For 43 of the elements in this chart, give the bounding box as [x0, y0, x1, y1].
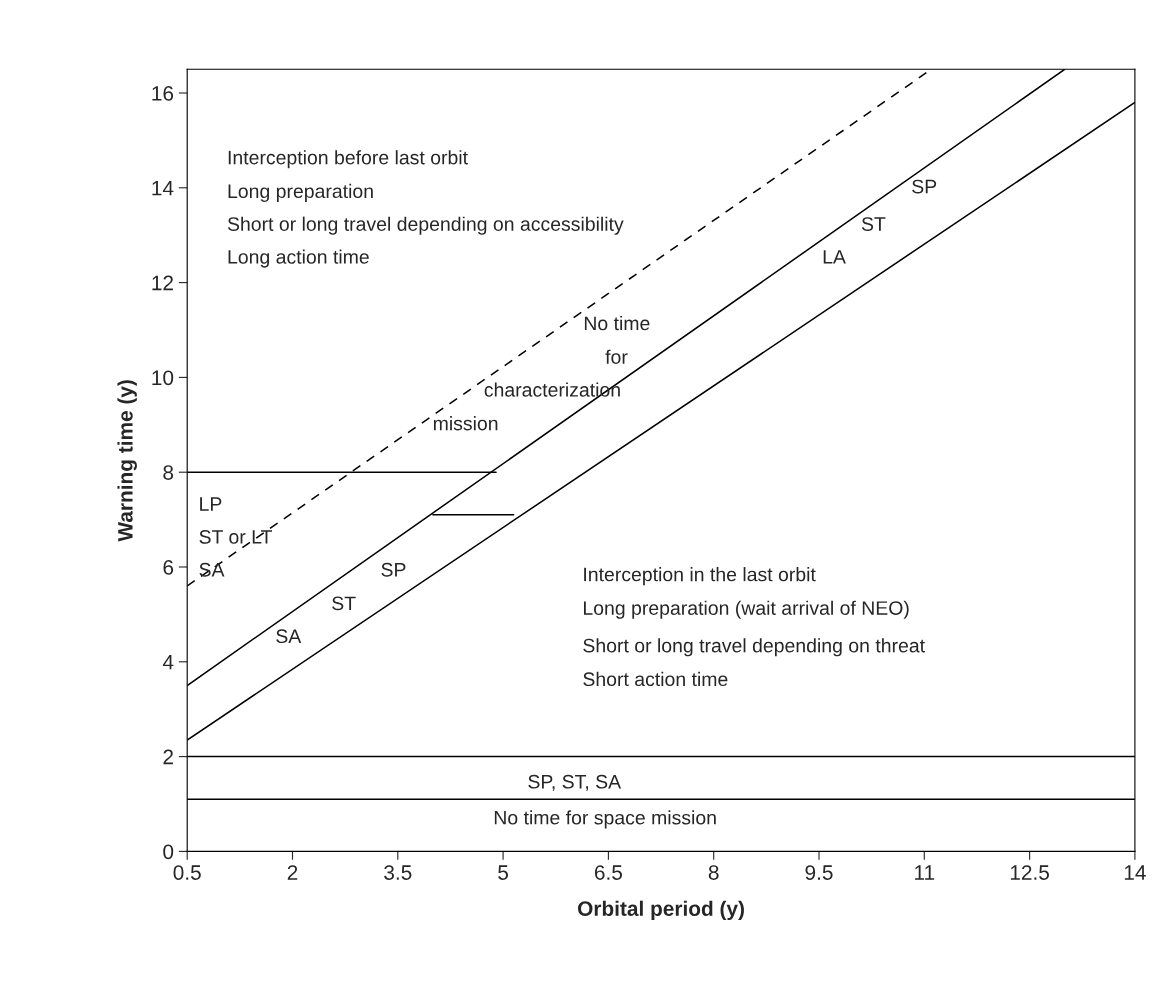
y-tick-label: 14: [152, 181, 174, 196]
annotation: Interception before last orbit: [228, 150, 468, 169]
annotation: Short or long travel depending on threat: [583, 638, 925, 657]
annotation: LP: [200, 497, 222, 511]
annotation: SP: [381, 562, 406, 577]
annotation: mission: [433, 416, 498, 431]
annotation: Short or long travel depending on accessibility: [227, 216, 624, 235]
annotation: Long action time: [228, 249, 369, 268]
x-tick-label: 0.5: [173, 865, 201, 880]
annotation: for: [605, 349, 628, 364]
x-tick-label: 14: [1124, 865, 1146, 880]
x-tick-label: 3.5: [384, 865, 412, 880]
y-tick-label: 8: [163, 465, 174, 480]
y-tick-label: 2: [163, 749, 173, 765]
annotation: No time for space mission: [494, 810, 716, 829]
annotation: SP, ST, SA: [528, 774, 622, 791]
annotation: Long preparation (wait arrival of NEO): [583, 600, 909, 619]
x-tick-label: 12.5: [1010, 865, 1049, 880]
y-axis-title: Warning time (y): [117, 380, 137, 542]
y-tick-label: 10: [152, 370, 174, 386]
y-tick-label: 16: [152, 86, 174, 101]
annotation: ST or LT: [199, 530, 272, 544]
annotation: SA: [199, 562, 225, 577]
annotation: LA: [823, 250, 846, 264]
y-tick-label: 0: [163, 844, 174, 860]
annotation: ST: [861, 217, 886, 231]
x-tick-label: 6.5: [594, 865, 623, 880]
annotation: ST: [332, 596, 356, 611]
y-tick-label: 6: [163, 560, 174, 575]
y-tick-label: 4: [162, 655, 174, 670]
annotation: SA: [276, 629, 302, 644]
x-tick-label: 11: [915, 865, 935, 880]
annotation: SP: [912, 179, 937, 194]
x-tick-label: 8: [708, 865, 719, 880]
annotation: Long preparation: [228, 183, 373, 202]
x-tick-label: 5: [498, 865, 509, 880]
x-tick-label: 2: [287, 865, 298, 880]
y-tick-label: 12: [152, 275, 173, 291]
x-tick-label: 9.5: [805, 865, 833, 880]
annotation: Short action time: [583, 671, 728, 687]
annotation: Interception in the last orbit: [584, 567, 816, 586]
annotation: No time: [584, 315, 650, 331]
x-axis-title: Orbital period (y): [577, 900, 744, 921]
